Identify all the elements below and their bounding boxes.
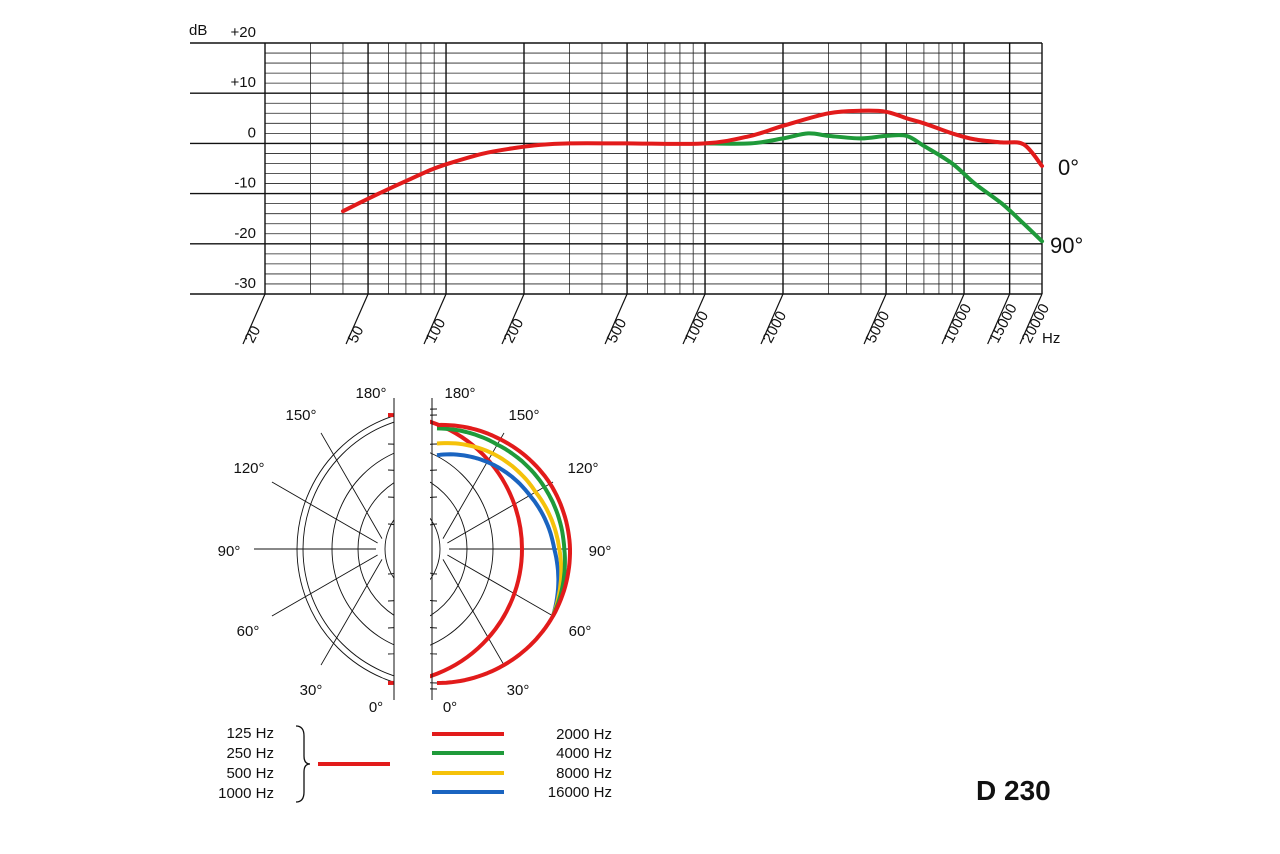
x-tick-slant <box>1019 293 1043 345</box>
frequency-response-chart: 20 50 100 200 500 1000 2000 5000 10000 1500020000… <box>189 22 1083 347</box>
polar-spoke <box>271 554 378 617</box>
y-tick-label: -20 <box>234 225 256 242</box>
polar-ring-outer <box>296 408 438 690</box>
x-tick-label: 20 <box>242 323 265 346</box>
polar-angle-label-left: 120° <box>233 460 264 477</box>
frequency-grid-major <box>190 42 1043 345</box>
x-tick-label: 50 <box>345 323 368 346</box>
polar-curve-16000hz <box>436 452 561 617</box>
polar-legend: 125 Hz 250 Hz 500 Hz 1000 Hz 2000 Hz 400… <box>218 725 612 803</box>
y-tick-label: 0 <box>248 124 256 141</box>
polar-spoke <box>320 559 383 666</box>
polar-angle-label-left: 60° <box>237 623 260 640</box>
series-label-0deg: 0° <box>1058 155 1079 180</box>
x-tick-slant <box>760 293 784 345</box>
x-tick-slant <box>501 293 525 345</box>
legend-label-8000: 8000 Hz <box>556 765 612 782</box>
polar-curve-8000hz <box>436 441 564 617</box>
y-tick-label: +10 <box>231 74 256 91</box>
polar-angle-label-right: 120° <box>567 460 598 477</box>
polar-spoke <box>442 559 505 666</box>
polar-spoke <box>320 432 383 539</box>
polar-angle-label-right: 150° <box>508 407 539 424</box>
legend-label-2000: 2000 Hz <box>556 726 612 743</box>
polar-spoke <box>271 481 378 544</box>
polar-angle-labels: 0° 30° 60° 90° 120° 150° 180° 180° 150° 120° 90° 60… <box>218 385 612 716</box>
series-label-90deg: 90° <box>1050 233 1083 258</box>
polar-angle-label-right: 30° <box>507 682 530 699</box>
x-tick-slant <box>987 293 1011 345</box>
frequency-y-tick-labels: +20 +10 0 -10 -20 -30 <box>231 24 256 292</box>
x-tick-label: 10000 <box>941 301 976 346</box>
y-unit-label: dB <box>189 22 207 39</box>
legend-left-freq-1: 125 Hz <box>226 725 274 742</box>
frequency-grid-minor <box>265 43 1042 294</box>
x-unit-label: Hz <box>1042 330 1060 347</box>
polar-curve-4000hz <box>436 426 567 617</box>
y-tick-label: -30 <box>234 275 256 292</box>
polar-angle-label-left: 90° <box>218 543 241 560</box>
x-tick-slant <box>423 293 447 345</box>
x-tick-slant <box>863 293 887 345</box>
polar-spoke <box>447 554 554 617</box>
x-tick-label: 1000 <box>682 308 713 345</box>
x-tick-label: 2000 <box>760 308 791 345</box>
polar-curves <box>387 413 572 685</box>
model-name: D 230 <box>976 775 1051 806</box>
x-tick-label: 15000 <box>986 301 1021 346</box>
x-tick-label: 100 <box>423 316 450 346</box>
polar-angle-label-left: 150° <box>285 407 316 424</box>
x-tick-label: 200 <box>501 316 528 346</box>
x-tick-label: 5000 <box>863 308 894 345</box>
polar-ring <box>302 414 438 684</box>
polar-curve-2000hz <box>436 422 572 685</box>
x-tick-slant <box>682 293 706 345</box>
x-tick-slant <box>345 293 369 345</box>
polar-angle-label-left: 0° <box>369 699 383 716</box>
legend-label-16000: 16000 Hz <box>548 784 612 801</box>
series-line-90deg <box>703 131 1044 244</box>
polar-spoke <box>442 432 505 539</box>
series-line-0deg <box>341 108 1044 214</box>
x-tick-slant <box>941 293 965 345</box>
x-tick-slant <box>604 293 628 345</box>
polar-ring <box>331 443 438 655</box>
polar-angle-label-left: 30° <box>300 682 323 699</box>
x-tick-label: 500 <box>604 316 631 346</box>
legend-label-4000: 4000 Hz <box>556 745 612 762</box>
polar-angle-label-right: 180° <box>444 385 475 402</box>
polar-center-gap <box>394 392 430 702</box>
y-tick-label: +20 <box>231 24 256 41</box>
polar-angle-label-right: 60° <box>569 623 592 640</box>
legend-left-freq-3: 500 Hz <box>226 765 274 782</box>
frequency-series <box>341 108 1044 244</box>
legend-brace <box>295 725 311 803</box>
legend-left-freq-4: 1000 Hz <box>218 785 274 802</box>
legend-left-freq-2: 250 Hz <box>226 745 274 762</box>
y-tick-label: -10 <box>234 175 256 192</box>
polar-angle-label-left: 180° <box>355 385 386 402</box>
x-tick-slant <box>242 293 266 345</box>
polar-angle-label-right: 0° <box>443 699 457 716</box>
polar-angle-label-right: 90° <box>589 543 612 560</box>
polar-pattern-chart: 0° 30° 60° 90° 120° 150° 180° 180° 150° 120° 90° 60… <box>218 385 612 716</box>
